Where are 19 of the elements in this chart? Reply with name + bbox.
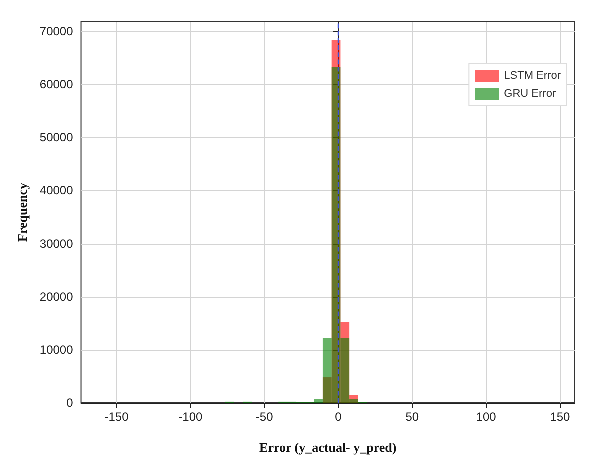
y-tick-label: 10000: [40, 342, 74, 357]
x-axis-title: Error (y_actual- y_pred): [260, 440, 397, 455]
y-tick-label: 20000: [40, 290, 74, 304]
x-tick-label: -50: [256, 410, 274, 424]
x-tick-label: -150: [104, 410, 130, 424]
legend-label: GRU Error: [504, 88, 556, 100]
y-tick-label: 60000: [40, 78, 74, 92]
x-tick-label: 50: [406, 410, 420, 424]
y-tick-label: 50000: [40, 130, 74, 145]
x-tick-label: 150: [550, 410, 571, 424]
y-tick-label: 70000: [40, 24, 74, 39]
y-tick-label: 0: [66, 396, 74, 410]
y-axis-title: Frequency: [15, 182, 30, 242]
legend-label: LSTM Error: [504, 70, 562, 82]
y-tick-label: 30000: [40, 236, 74, 251]
y-tick-label: 40000: [40, 184, 74, 198]
x-tick-label: 100: [476, 410, 497, 424]
x-tick-label: 0: [335, 410, 342, 424]
x-tick-label: -100: [178, 410, 203, 424]
